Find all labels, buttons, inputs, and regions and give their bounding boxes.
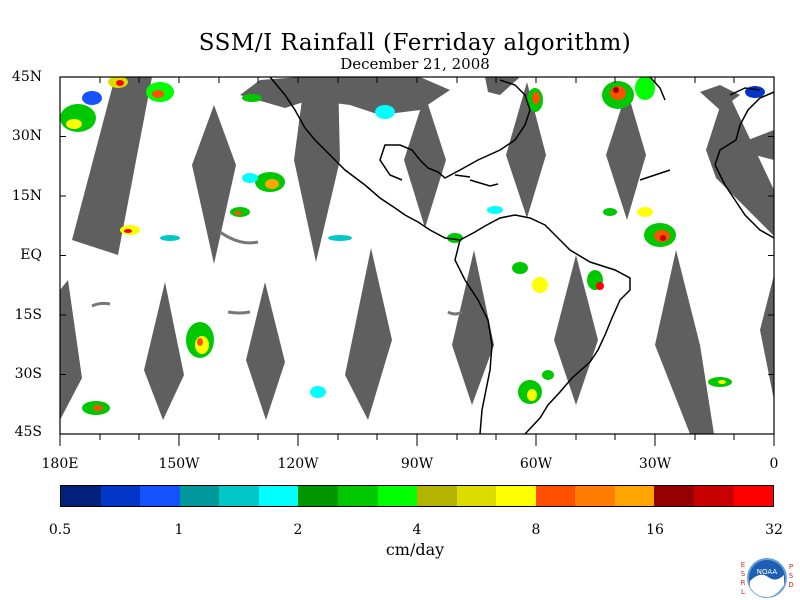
colorbar-tick: 1 — [174, 522, 184, 538]
map-title: SSM/I Rainfall (Ferriday algorithm) — [198, 30, 632, 56]
lat-label: 30S — [14, 366, 42, 382]
rain-patch — [160, 94, 395, 241]
land-mask — [700, 85, 740, 110]
swath-gap — [144, 282, 184, 420]
lon-label: 30W — [638, 456, 672, 472]
lat-label: 45S — [14, 424, 42, 440]
lat-label: 15N — [11, 188, 42, 204]
colorbar-tick: 16 — [646, 522, 664, 538]
lon-label: 180E — [41, 456, 79, 472]
lon-label: 120W — [277, 456, 319, 472]
colorbar-segment — [258, 486, 299, 506]
swath-gap — [452, 250, 494, 405]
rain-patch — [108, 77, 174, 102]
land-mask — [748, 130, 774, 160]
rainfall-patches — [60, 77, 765, 415]
swath-gap — [192, 105, 236, 264]
colorbar-segment — [496, 486, 536, 506]
colorbar-segment — [535, 486, 576, 506]
colorbar-segment — [417, 486, 457, 506]
colorbar-tick: 32 — [765, 522, 783, 538]
lat-label: 45N — [11, 69, 42, 85]
swath-gap — [760, 275, 774, 400]
colorbar-segment — [337, 486, 378, 506]
colorbar-segment — [694, 486, 734, 506]
swath-gap — [655, 250, 714, 434]
noaa-badge-icon: NOAA — [747, 558, 787, 598]
colorbar-tick: 2 — [293, 522, 303, 538]
colorbar-segment — [61, 486, 101, 506]
swath-gap — [246, 282, 285, 420]
colorbar-segment — [654, 486, 694, 506]
swath-gap — [706, 88, 774, 236]
lat-label: 15S — [14, 307, 42, 323]
colorbar-units: cm/day — [385, 540, 445, 559]
rain-patch — [60, 91, 102, 132]
colorbar-segment — [377, 486, 418, 506]
colorbar-segment — [179, 486, 220, 506]
colorbar-segment — [140, 486, 180, 506]
swath-gap — [72, 77, 152, 255]
rainfall-map — [59, 76, 775, 446]
lon-label: 0 — [769, 456, 779, 472]
colorbar-segment — [614, 486, 655, 506]
lat-label: 30N — [11, 128, 42, 144]
colorbar-tick: 8 — [531, 522, 541, 538]
swath-gap — [404, 95, 446, 228]
lat-label: EQ — [20, 247, 42, 263]
map-subtitle: December 21, 2008 — [340, 55, 490, 73]
swath-gap — [554, 255, 598, 405]
rain-patch — [82, 322, 326, 415]
colorbar-segment — [575, 486, 615, 506]
colorbar — [60, 485, 774, 507]
land-mask — [485, 77, 520, 95]
lon-label: 90W — [400, 456, 434, 472]
logo-badge-text: NOAA — [757, 568, 778, 576]
swath-gaps — [60, 77, 774, 434]
colorbar-segment — [298, 486, 338, 506]
swath-gap — [506, 82, 546, 218]
rain-patch — [120, 172, 285, 235]
colorbar-segment — [219, 486, 259, 506]
rain-patch — [603, 207, 732, 387]
colorbar-tick: 4 — [412, 522, 422, 538]
colorbar-segment — [456, 486, 497, 506]
colorbar-segment — [100, 486, 141, 506]
lon-label: 150W — [158, 456, 200, 472]
swath-gap — [606, 90, 646, 220]
coastlines — [269, 77, 774, 434]
axis-ticks — [59, 76, 775, 446]
swath-gap — [345, 248, 392, 420]
colorbar-tick: 0.5 — [48, 522, 72, 538]
swath-gap — [294, 77, 340, 262]
lon-label: 60W — [519, 456, 553, 472]
colorbar-segment — [733, 486, 774, 506]
